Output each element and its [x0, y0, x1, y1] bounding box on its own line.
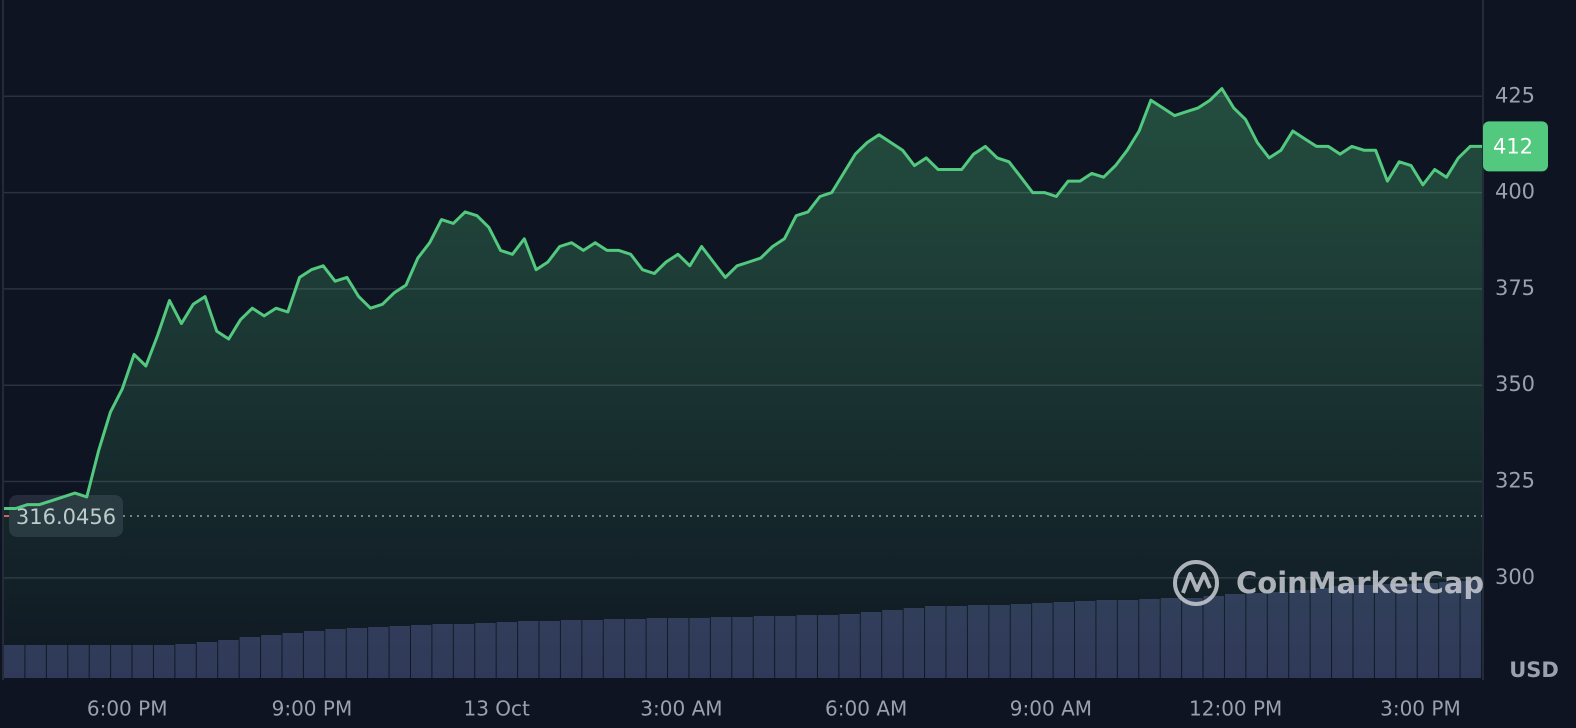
x-tick-label: 12:00 PM [1189, 697, 1282, 721]
x-tick-label: 3:00 PM [1380, 697, 1461, 721]
x-tick-label: 3:00 AM [640, 697, 722, 721]
y-tick-label: 400 [1495, 180, 1535, 204]
x-tick-label: 13 Oct [463, 697, 530, 721]
watermark-text: CoinMarketCap [1236, 566, 1484, 600]
watermark-logo [1173, 560, 1219, 606]
x-tick-label: 6:00 AM [825, 697, 907, 721]
y-tick-label: 350 [1495, 372, 1535, 396]
watermark: CoinMarketCap [1173, 560, 1484, 606]
y-tick-label: 425 [1495, 83, 1535, 107]
price-line [4, 87, 1482, 510]
price-area [4, 88, 1482, 679]
x-tick-label: 9:00 PM [272, 697, 353, 721]
y-tick-label: 300 [1495, 565, 1535, 589]
y-tick-label: 325 [1495, 469, 1535, 493]
x-tick-label: 6:00 PM [87, 697, 168, 721]
current-price-badge [1483, 121, 1548, 172]
x-tick-label: 9:00 AM [1010, 697, 1092, 721]
currency-label: USD [1509, 658, 1559, 682]
current-price-label: 412 [1493, 134, 1533, 158]
watermark-logo-mark [1181, 572, 1212, 594]
y-tick-label: 375 [1495, 276, 1535, 300]
